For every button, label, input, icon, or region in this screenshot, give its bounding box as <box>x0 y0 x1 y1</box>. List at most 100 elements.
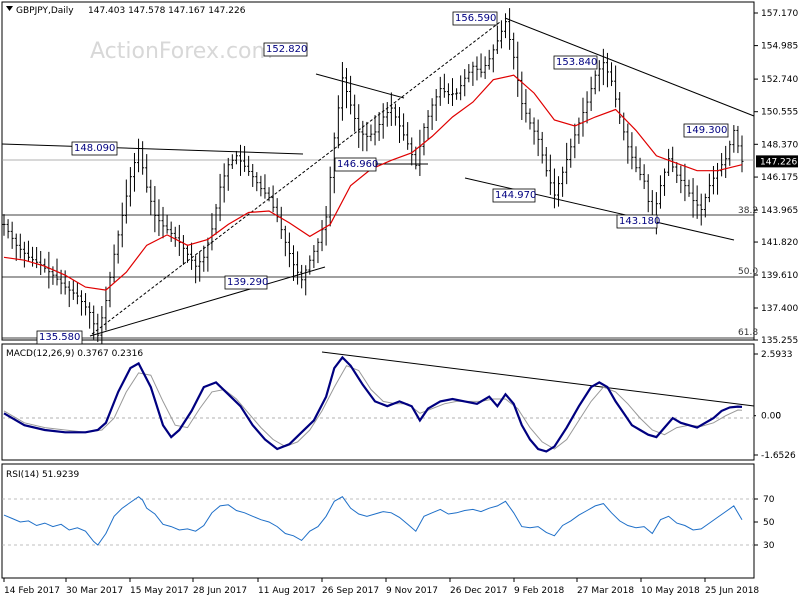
price-bar <box>263 174 267 199</box>
price-bar <box>308 255 312 275</box>
price-bar <box>597 60 601 92</box>
rsi-tick-label: 30 <box>763 541 775 551</box>
price-bar <box>544 147 548 177</box>
price-bar <box>728 140 732 166</box>
macd-tick-label: -1.6526 <box>761 451 796 461</box>
price-bar <box>88 302 92 329</box>
price-bar <box>410 137 414 166</box>
price-bar <box>512 32 516 70</box>
price-bar <box>349 75 353 115</box>
price-bar <box>707 173 711 203</box>
trendline-flag-top <box>315 73 405 99</box>
price-bar <box>145 154 149 193</box>
price-bar <box>10 221 14 249</box>
price-bar <box>31 246 35 267</box>
rsi-pane <box>1 463 755 579</box>
price-bar <box>222 163 226 203</box>
price-bar <box>132 152 136 192</box>
price-bar <box>161 206 165 239</box>
price-bar <box>312 245 316 269</box>
price-bar <box>605 52 609 88</box>
macd-line <box>3 355 743 453</box>
price-bar <box>165 214 169 234</box>
annotation-label: 139.290 <box>227 277 268 288</box>
price-bar <box>251 163 255 187</box>
price-bar <box>573 123 577 159</box>
price-annotation: 144.970 <box>492 188 536 203</box>
price-bar <box>22 241 26 268</box>
price-bar <box>128 167 132 207</box>
price-bar <box>569 138 573 168</box>
price-annotation: 135.580 <box>36 330 83 345</box>
price-bar <box>137 138 141 173</box>
price-axis: 157.170 154.985 152.740 150.555 148.370 146.1… <box>754 9 798 346</box>
price-tick-label: 143.965 <box>761 206 798 216</box>
trendline-lower-channel <box>464 177 735 241</box>
current-price-label: 147.226 <box>760 157 797 167</box>
price-bar <box>471 61 475 86</box>
price-bar <box>259 175 263 197</box>
time-tick-label: 11 Aug 2017 <box>258 586 316 596</box>
price-tick-label: 137.400 <box>761 304 798 314</box>
time-tick-label: 15 May 2017 <box>130 586 189 596</box>
time-tick-label: 26 Dec 2017 <box>450 586 508 596</box>
price-bar <box>548 154 552 195</box>
macd-current-label: 0.00 <box>761 412 781 422</box>
price-bar <box>296 251 300 285</box>
price-bar <box>601 48 605 86</box>
price-bar <box>406 122 410 150</box>
price-bar <box>357 104 361 148</box>
price-tick-label: 154.985 <box>761 42 798 52</box>
price-bar <box>149 179 153 216</box>
price-bar <box>353 94 357 132</box>
price-tick-label: 152.740 <box>761 75 798 85</box>
price-bar <box>675 162 679 184</box>
watermark: ActionForex.com <box>90 39 273 64</box>
price-bar <box>552 168 556 209</box>
time-tick-label: 26 Sep 2017 <box>322 586 379 596</box>
price-tick-label: 139.610 <box>761 271 798 281</box>
price-bar <box>243 145 247 172</box>
price-annotation: 148.090 <box>71 141 118 156</box>
price-bar <box>451 78 455 106</box>
price-bar <box>699 193 703 226</box>
price-bar <box>691 178 695 218</box>
current-price-marker: 147.226 <box>756 155 798 168</box>
annotation-label: 144.970 <box>495 190 536 201</box>
price-bar <box>340 62 344 121</box>
price-tick-label: 148.370 <box>761 140 798 150</box>
macd-current-box <box>756 409 776 422</box>
price-bar <box>720 153 724 177</box>
annotation-label: 156.590 <box>455 13 496 24</box>
time-tick-label: 27 Mar 2018 <box>577 586 634 596</box>
price-bar <box>393 103 397 126</box>
price-bar <box>365 121 369 152</box>
price-bar <box>434 89 438 121</box>
price-bar <box>459 75 463 101</box>
price-bar <box>442 73 446 98</box>
price-bar <box>71 280 75 300</box>
price-bar <box>683 163 687 202</box>
price-bar <box>104 286 108 331</box>
price-bar <box>202 245 206 272</box>
price-bar <box>422 123 426 156</box>
price-bar <box>344 68 348 109</box>
price-bar <box>2 214 6 236</box>
price-bar <box>593 70 597 95</box>
price-bar <box>173 226 177 247</box>
price-bar <box>540 131 544 164</box>
price-bar <box>679 165 683 194</box>
price-bar <box>6 219 10 239</box>
price-bar <box>508 8 512 50</box>
price-bar <box>108 271 112 308</box>
annotation-label: 153.840 <box>556 57 597 68</box>
price-bar <box>536 119 540 157</box>
price-bar <box>504 13 508 39</box>
price-bar <box>271 185 275 213</box>
price-bar <box>369 124 373 142</box>
price-bar <box>483 56 487 79</box>
price-bar <box>116 230 120 264</box>
price-bar <box>141 141 145 175</box>
time-tick-label: 9 Nov 2017 <box>386 586 438 596</box>
price-bar <box>328 166 332 227</box>
